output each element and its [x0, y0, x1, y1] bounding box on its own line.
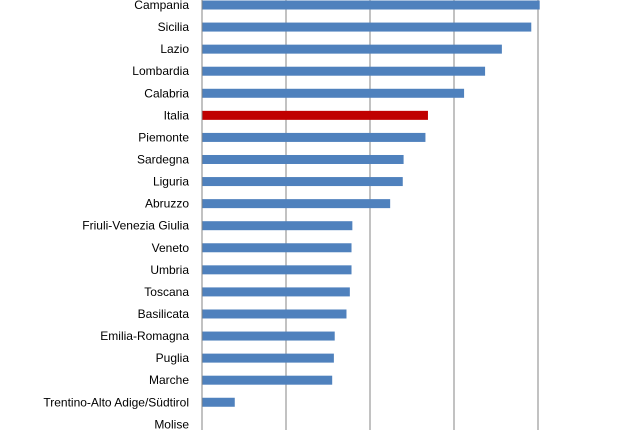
category-labels: Campania Sicilia Lazio Lombardia Calabria Ita…: [43, 0, 189, 430]
category-label: Umbria: [150, 263, 189, 277]
bar: [202, 154, 404, 164]
bar: [202, 22, 532, 32]
category-label: Trentino-Alto Adige/Südtirol: [43, 395, 189, 409]
category-label: Emilia-Romagna: [100, 329, 189, 343]
bar: [202, 353, 334, 363]
category-label: Lombardia: [132, 64, 189, 78]
category-label: Campania: [134, 0, 189, 12]
category-label: Friuli-Venezia Giulia: [82, 219, 189, 233]
category-label: Liguria: [153, 175, 189, 189]
category-label: Abruzzo: [145, 197, 189, 211]
grid-lines: [285, 0, 539, 430]
category-label: Puglia: [156, 351, 190, 365]
bar: [202, 44, 502, 54]
category-label: Basilicata: [138, 307, 190, 321]
bar: [202, 88, 465, 98]
bar: [202, 397, 235, 407]
bar: [202, 265, 352, 275]
category-label: Toscana: [144, 285, 189, 299]
category-label: Piemonte: [138, 130, 189, 144]
bar: [202, 132, 426, 142]
bar: [202, 287, 350, 297]
bar: [202, 331, 335, 341]
category-label: Italia: [164, 108, 190, 122]
bar: [202, 177, 403, 187]
category-label: Sardegna: [137, 152, 189, 166]
category-label: Sicilia: [158, 20, 190, 34]
category-label: Marche: [149, 373, 189, 387]
bars: [202, 0, 540, 407]
bar: [202, 110, 428, 120]
bar: [202, 199, 391, 209]
bar: [202, 66, 486, 76]
category-label: Lazio: [160, 42, 189, 56]
bar: [202, 221, 353, 231]
bar: [202, 243, 352, 253]
category-label: Molise: [154, 417, 189, 430]
category-label: Veneto: [152, 241, 190, 255]
bar: [202, 309, 347, 319]
category-label: Calabria: [144, 86, 189, 100]
bar: [202, 375, 333, 385]
bar: [202, 0, 540, 10]
